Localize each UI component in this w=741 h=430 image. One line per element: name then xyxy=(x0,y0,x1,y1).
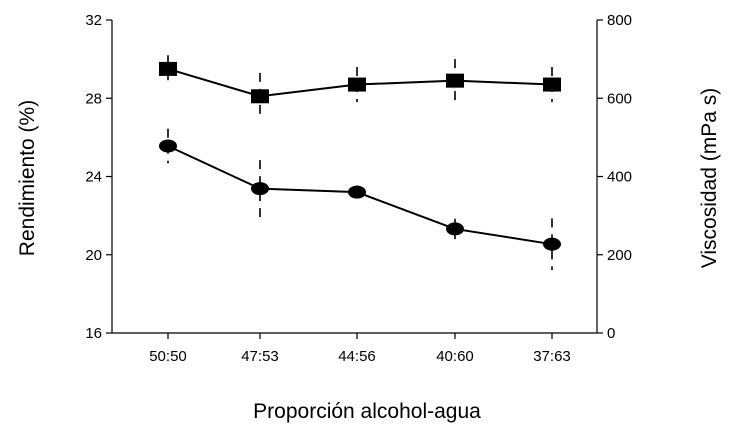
left-tick-label: 24 xyxy=(85,169,102,186)
plot-area: 50:50 47:53 44:56 40:60 37:63 16 20 24 28 32 0 20… xyxy=(85,12,632,365)
left-tick-label: 28 xyxy=(85,90,102,107)
series-square xyxy=(159,55,561,120)
x-axis-title: Proporción alcohol-agua xyxy=(253,400,481,423)
data-point-ellipse xyxy=(543,237,561,251)
x-tick-label: 40:60 xyxy=(436,348,474,365)
x-tick-label: 50:50 xyxy=(149,348,187,365)
right-axis-ticks: 0 200 400 600 800 xyxy=(597,12,632,342)
right-tick-label: 200 xyxy=(607,247,632,264)
left-axis-ticks: 16 20 24 28 32 xyxy=(85,12,112,342)
x-tick-label: 47:53 xyxy=(241,348,279,365)
x-axis-ticks: 50:50 47:53 44:56 40:60 37:63 xyxy=(149,333,571,365)
left-tick-label: 16 xyxy=(85,325,102,342)
data-point-square xyxy=(159,61,177,76)
data-point-ellipse xyxy=(251,182,269,196)
left-tick-label: 20 xyxy=(85,247,102,264)
left-axis-title: Rendimiento (%) xyxy=(16,100,39,256)
right-axis-title: Viscosidad (mPa s) xyxy=(698,88,721,269)
right-tick-label: 400 xyxy=(607,169,632,186)
data-point-square xyxy=(348,77,366,92)
x-tick-label: 44:56 xyxy=(338,348,376,365)
data-point-ellipse xyxy=(348,185,366,199)
right-tick-label: 800 xyxy=(607,12,632,29)
data-point-square xyxy=(543,77,561,92)
series-ellipse xyxy=(159,128,561,271)
data-point-ellipse xyxy=(159,139,177,153)
series-layer xyxy=(159,55,561,271)
left-tick-label: 32 xyxy=(85,12,102,29)
data-point-square xyxy=(251,89,269,104)
x-tick-label: 37:63 xyxy=(533,348,571,365)
right-tick-label: 600 xyxy=(607,90,632,107)
right-tick-label: 0 xyxy=(607,325,615,342)
data-point-square xyxy=(446,73,464,88)
data-point-ellipse xyxy=(446,222,464,236)
